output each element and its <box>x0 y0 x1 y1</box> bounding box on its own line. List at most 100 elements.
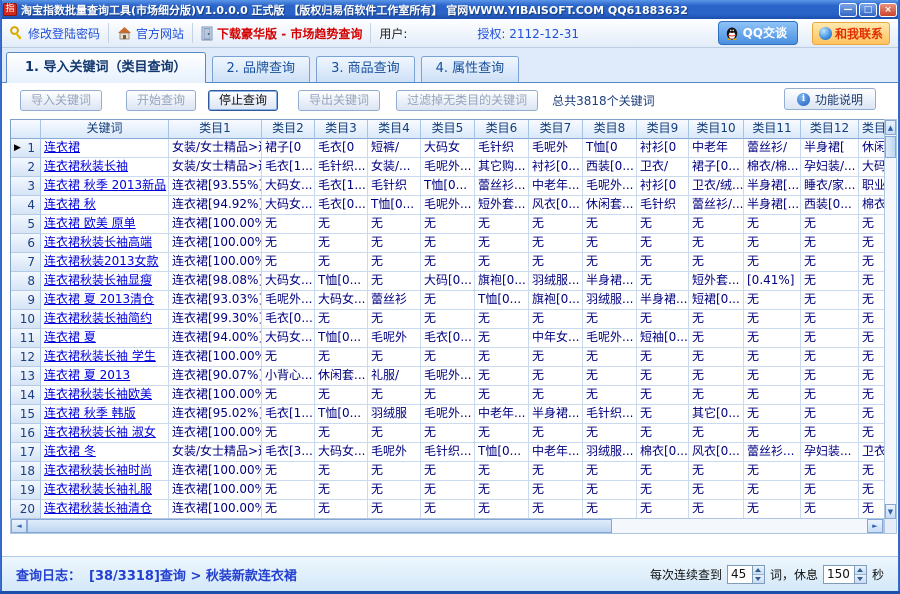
category-cell: 无 <box>859 424 885 443</box>
qq-chat-button[interactable]: QQ交谈 <box>717 21 798 45</box>
tab-import-keywords[interactable]: 1. 导入关键词（类目查询） <box>6 52 206 83</box>
category-cell: 中老年... <box>529 177 583 196</box>
close-button[interactable]: × <box>879 2 897 17</box>
keyword-link[interactable]: 连衣裙秋装长袖简约 <box>41 310 169 329</box>
import-keywords-button[interactable]: 导入关键词 <box>20 89 103 111</box>
rest-seconds-stepper[interactable]: 150 <box>822 564 867 584</box>
keyword-link[interactable]: 连衣裙 <box>41 139 169 158</box>
contact-me-button[interactable]: 和我联系 <box>811 21 890 45</box>
column-header[interactable]: 类目7 <box>529 120 583 139</box>
row-number[interactable]: 17 <box>11 443 41 462</box>
tab-brand-query[interactable]: 2. 品牌查询 <box>211 56 311 82</box>
export-keywords-button[interactable]: 导出关键词 <box>298 89 381 111</box>
row-number[interactable]: 8 <box>11 272 41 291</box>
row-number[interactable]: 7 <box>11 253 41 272</box>
keyword-link[interactable]: 连衣裙秋装长袖显瘦 <box>41 272 169 291</box>
stop-query-button[interactable]: 停止查询 <box>208 89 279 111</box>
column-header[interactable]: 类目10 <box>689 120 744 139</box>
row-number[interactable]: 20 <box>11 500 41 519</box>
scroll-up-icon[interactable]: ▲ <box>885 120 896 135</box>
row-number[interactable]: 2 <box>11 158 41 177</box>
row-number[interactable]: 5 <box>11 215 41 234</box>
vertical-scrollbar[interactable]: ▲ ▼ <box>884 119 897 534</box>
row-number[interactable]: 14 <box>11 386 41 405</box>
row-number[interactable]: 18 <box>11 462 41 481</box>
category-cell: 无 <box>689 348 744 367</box>
row-number[interactable]: 13 <box>11 367 41 386</box>
category-cell: 无 <box>801 348 859 367</box>
change-password-link[interactable]: 修改登陆密码 <box>10 25 100 42</box>
row-indicator-header[interactable] <box>11 120 41 139</box>
official-site-link[interactable]: 官方网站 <box>117 25 184 42</box>
maximize-button[interactable]: □ <box>859 2 877 17</box>
row-number[interactable]: 16 <box>11 424 41 443</box>
horizontal-scrollbar[interactable]: ◄ ► <box>10 518 884 534</box>
tab-attribute-query[interactable]: 4. 属性查询 <box>420 56 520 82</box>
keyword-link[interactable]: 连衣裙 欧美 原单 <box>41 215 169 234</box>
keyword-link[interactable]: 连衣裙 冬 <box>41 443 169 462</box>
column-header[interactable]: 类目8 <box>583 120 637 139</box>
keyword-link[interactable]: 连衣裙秋装长袖 学生 <box>41 348 169 367</box>
row-number[interactable]: 12 <box>11 348 41 367</box>
column-header[interactable]: 类目5 <box>421 120 475 139</box>
stepper-down-icon[interactable] <box>854 574 866 583</box>
keyword-link[interactable]: 连衣裙秋装2013女款 <box>41 253 169 272</box>
row-number[interactable]: 15 <box>11 405 41 424</box>
tab-product-query[interactable]: 3. 商品查询 <box>316 56 415 82</box>
column-header[interactable]: 类目9 <box>637 120 689 139</box>
row-number[interactable]: 6 <box>11 234 41 253</box>
keyword-link[interactable]: 连衣裙秋装长袖高端 <box>41 234 169 253</box>
category-cell: 无 <box>583 348 637 367</box>
column-header[interactable]: 类目13 <box>859 120 885 139</box>
keyword-link[interactable]: 连衣裙秋装长袖时尚 <box>41 462 169 481</box>
scroll-down-icon[interactable]: ▼ <box>885 504 896 519</box>
column-header[interactable]: 类目2 <box>262 120 315 139</box>
column-header[interactable]: 类目4 <box>368 120 421 139</box>
start-query-button[interactable]: 开始查询 <box>126 89 197 111</box>
keyword-link[interactable]: 连衣裙 夏 2013清仓 <box>41 291 169 310</box>
keyword-link[interactable]: 连衣裙 秋 <box>41 196 169 215</box>
filter-no-category-button[interactable]: 过滤掉无类目的关键词 <box>396 89 539 111</box>
batch-count-value[interactable]: 45 <box>730 566 747 581</box>
row-number[interactable]: 3 <box>11 177 41 196</box>
row-number[interactable]: 19 <box>11 481 41 500</box>
keyword-link[interactable]: 连衣裙 秋季 2013新品 <box>41 177 169 196</box>
category-cell: 毛针织... <box>421 443 475 462</box>
category-cell: 无 <box>689 215 744 234</box>
column-header[interactable]: 类目3 <box>315 120 368 139</box>
category-cell: 无 <box>859 500 885 519</box>
row-number[interactable]: 4 <box>11 196 41 215</box>
vertical-scroll-thumb[interactable] <box>885 136 896 158</box>
category-cell: 睡衣/家... <box>801 177 859 196</box>
scroll-left-icon[interactable]: ◄ <box>11 519 27 533</box>
stepper-up-icon[interactable] <box>752 565 764 575</box>
category-cell: 无 <box>368 348 421 367</box>
row-number[interactable]: 10 <box>11 310 41 329</box>
keyword-link[interactable]: 连衣裙秋装长袖 淑女 <box>41 424 169 443</box>
scroll-right-icon[interactable]: ► <box>867 519 883 533</box>
help-button[interactable]: i 功能说明 <box>783 88 876 110</box>
keyword-link[interactable]: 连衣裙秋装长袖礼服 <box>41 481 169 500</box>
horizontal-scroll-thumb[interactable] <box>27 519 612 533</box>
column-header[interactable]: 关键词 <box>41 120 169 139</box>
batch-count-stepper[interactable]: 45 <box>726 564 765 584</box>
keyword-link[interactable]: 连衣裙秋装长袖清仓 <box>41 500 169 519</box>
minimize-button[interactable]: — <box>839 2 857 17</box>
keyword-link[interactable]: 连衣裙 夏 <box>41 329 169 348</box>
download-deluxe-link[interactable]: 下载豪华版 - 市场趋势查询 <box>201 25 362 42</box>
rest-seconds-value[interactable]: 150 <box>826 566 850 581</box>
keyword-link[interactable]: 连衣裙 秋季 韩版 <box>41 405 169 424</box>
column-header[interactable]: 类目12 <box>801 120 859 139</box>
row-number[interactable]: 11 <box>11 329 41 348</box>
keyword-link[interactable]: 连衣裙秋装长袖欧美 <box>41 386 169 405</box>
column-header[interactable]: 类目11 <box>744 120 801 139</box>
keyword-link[interactable]: 连衣裙 夏 2013 <box>41 367 169 386</box>
horizontal-scroll-track[interactable] <box>612 519 867 533</box>
column-header[interactable]: 类目6 <box>475 120 529 139</box>
row-number[interactable]: ▶ 1 <box>11 139 41 158</box>
keyword-link[interactable]: 连衣裙秋装长袖 <box>41 158 169 177</box>
stepper-down-icon[interactable] <box>752 574 764 583</box>
stepper-up-icon[interactable] <box>854 565 866 575</box>
column-header[interactable]: 类目1 <box>169 120 262 139</box>
row-number[interactable]: 9 <box>11 291 41 310</box>
